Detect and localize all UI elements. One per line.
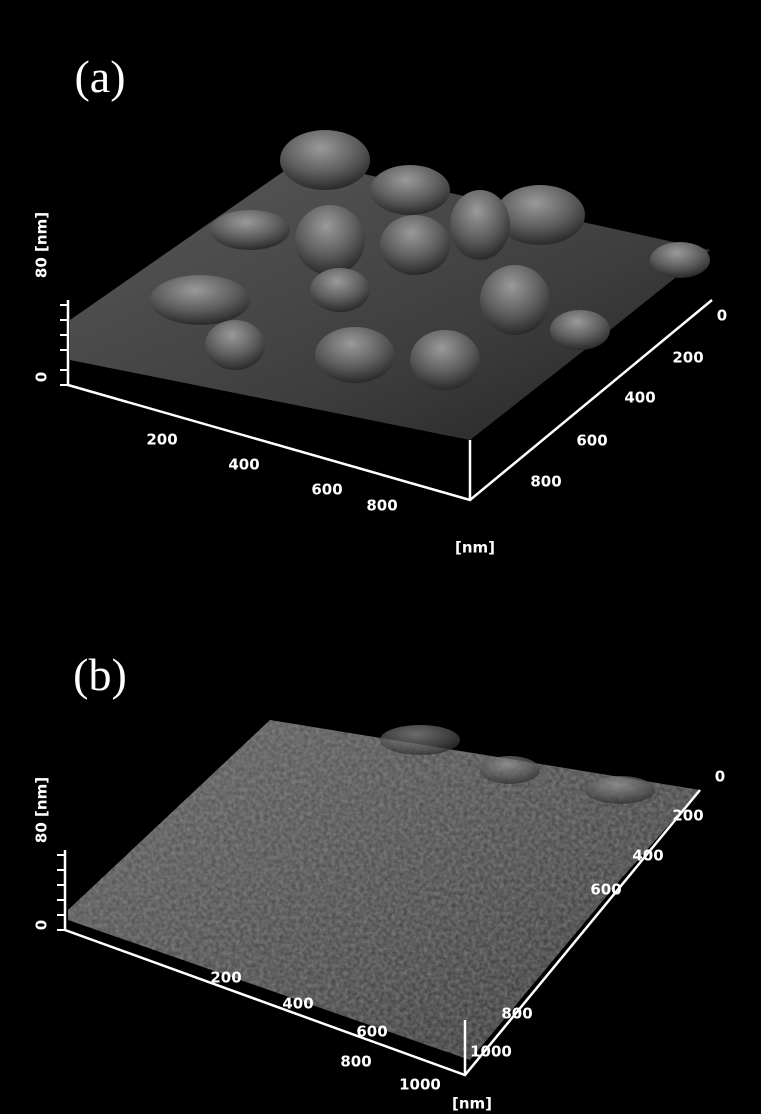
panel-label: (b) [73, 649, 127, 700]
x-tick-label: 1000 [399, 1076, 441, 1094]
y-tick-label: 0 [717, 307, 727, 325]
z-axis-title: 80 [nm] [33, 212, 51, 278]
x-tick-label: 400 [282, 995, 313, 1013]
y-tick-label: 800 [501, 1005, 532, 1023]
y-tick-label: 800 [530, 473, 561, 491]
surface-a [70, 130, 710, 440]
y-tick-label: 1000 [470, 1043, 512, 1061]
x-tick-label: 200 [146, 431, 177, 449]
x-tick-label: 400 [228, 456, 259, 474]
y-tick-label: 600 [590, 881, 621, 899]
z-axis-title: 80 [nm] [33, 777, 51, 843]
y-tick-label: 600 [576, 432, 607, 450]
y-tick-label: 0 [715, 768, 725, 786]
labels: (a) 80 [nm] 0 200 400 600 800 0 200 400 600 800 [nm]… [33, 51, 728, 1113]
panel-label: (a) [74, 51, 125, 102]
x-tick-label: 800 [366, 497, 397, 515]
y-tick-label: 400 [632, 847, 663, 865]
axes [57, 299, 713, 1077]
y-tick-label: 200 [672, 807, 703, 825]
x-tick-label: 800 [340, 1053, 371, 1071]
z-tick-label: 0 [33, 920, 51, 930]
x-tick-label: 600 [311, 481, 342, 499]
unit-label: [nm] [452, 1095, 492, 1113]
x-tick-label: 200 [210, 969, 241, 987]
surface-b [68, 720, 700, 1060]
unit-label: [nm] [455, 539, 495, 557]
y-tick-label: 400 [624, 389, 655, 407]
y-tick-label: 200 [672, 349, 703, 367]
z-tick-label: 0 [33, 372, 51, 382]
x-tick-label: 600 [356, 1023, 387, 1041]
